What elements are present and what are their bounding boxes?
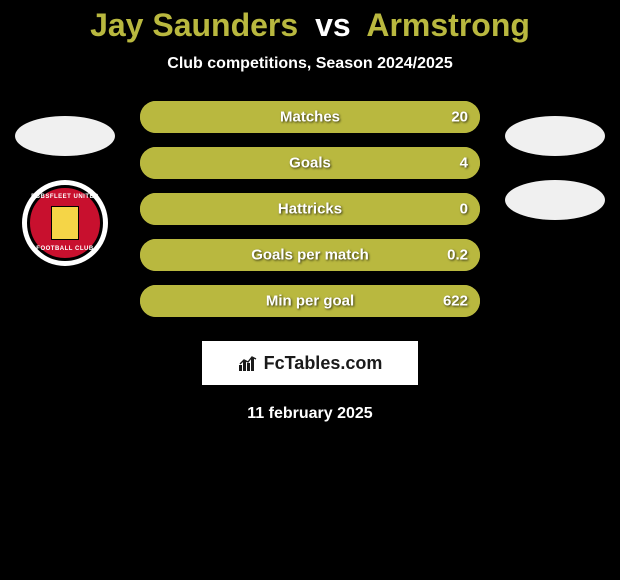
club-badge-inner: EBBSFLEET UNITED FOOTBALL CLUB <box>27 185 103 261</box>
stat-label: Matches <box>280 109 340 126</box>
subtitle: Club competitions, Season 2024/2025 <box>167 55 452 73</box>
stat-value-right: 0.2 <box>447 247 468 264</box>
player1-avatar <box>15 116 115 156</box>
stat-value-right: 4 <box>460 155 468 172</box>
stat-row: Min per goal 622 <box>140 285 480 317</box>
stat-value-right: 20 <box>451 109 468 126</box>
stat-value-right: 622 <box>443 293 468 310</box>
title-player1: Jay Saunders <box>90 7 298 43</box>
club-badge-top-text: EBBSFLEET UNITED <box>30 194 100 200</box>
title-player2: Armstrong <box>366 7 530 43</box>
footer-date: 11 february 2025 <box>247 405 372 423</box>
stats-bars: Matches 20 Goals 4 Hattricks 0 Goals per match… <box>140 101 480 317</box>
stat-label: Min per goal <box>266 293 354 310</box>
club-badge-bottom-text: FOOTBALL CLUB <box>30 246 100 252</box>
brand-box[interactable]: FcTables.com <box>202 341 418 385</box>
stat-row: Hattricks 0 <box>140 193 480 225</box>
stat-label: Goals per match <box>251 247 369 264</box>
stat-row: Goals per match 0.2 <box>140 239 480 271</box>
comparison-widget: Jay Saunders vs Armstrong Club competiti… <box>0 0 620 580</box>
stat-row: Matches 20 <box>140 101 480 133</box>
page-title: Jay Saunders vs Armstrong <box>90 8 530 43</box>
right-column <box>500 116 610 220</box>
left-column: EBBSFLEET UNITED FOOTBALL CLUB <box>10 116 120 266</box>
stat-row: Goals 4 <box>140 147 480 179</box>
player2-club-placeholder <box>505 180 605 220</box>
brand-text: FcTables.com <box>264 353 383 374</box>
stat-value-right: 0 <box>460 201 468 218</box>
stat-label: Goals <box>289 155 331 172</box>
bar-chart-icon <box>238 355 258 371</box>
stat-label: Hattricks <box>278 201 342 218</box>
club-badge-shield-icon <box>51 206 79 240</box>
title-vs: vs <box>315 7 351 43</box>
player1-club-badge: EBBSFLEET UNITED FOOTBALL CLUB <box>22 180 108 266</box>
player2-avatar <box>505 116 605 156</box>
